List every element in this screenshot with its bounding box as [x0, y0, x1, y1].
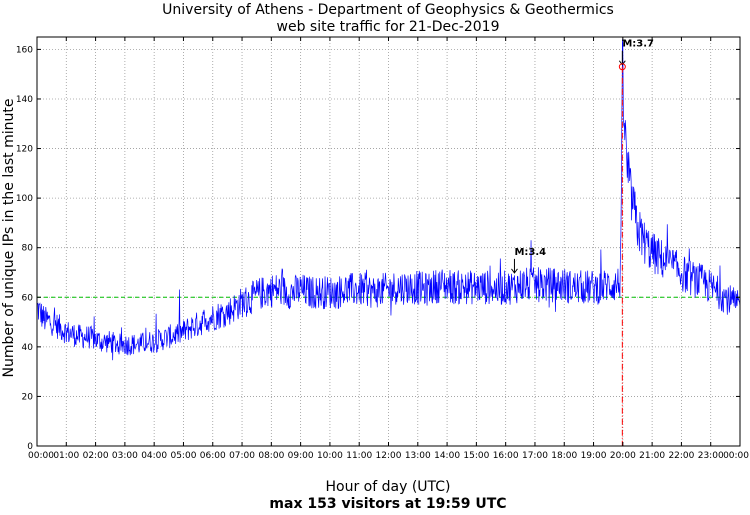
x-tick-label: 17:00 — [522, 451, 548, 461]
y-tick-label: 60 — [22, 293, 34, 303]
y-tick-label: 100 — [16, 194, 33, 204]
x-tick-label: 19:00 — [581, 451, 607, 461]
x-tick-label: 02:00 — [83, 451, 109, 461]
grid — [37, 37, 740, 446]
x-tick-label: 00:00 — [723, 451, 749, 461]
y-tick-label: 80 — [22, 244, 34, 254]
event-peak-marker — [618, 63, 626, 71]
event-label: M:3.4 — [514, 247, 546, 258]
x-tick-label: 15:00 — [463, 451, 489, 461]
y-tick-label: 120 — [16, 145, 33, 155]
x-tick-label: 12:00 — [376, 451, 402, 461]
x-tick-label: 00:00 — [28, 451, 54, 461]
y-axis-label: Number of unique IPs in the last minute — [1, 99, 17, 378]
series-line-1 — [36, 39, 741, 361]
x-tick-label: 09:00 — [288, 451, 314, 461]
x-tick-label: 22:00 — [668, 451, 694, 461]
x-tick-label: 23:00 — [698, 451, 724, 461]
series-group — [36, 39, 741, 361]
y-tick-label: 160 — [16, 45, 33, 55]
event-label: M:3.7 — [622, 39, 654, 50]
event-arrow-head — [511, 268, 518, 274]
y-ticks: 0 20 40 60 80 100 120 140 160 — [16, 45, 740, 452]
max-visitors-note: max 153 visitors at 19:59 UTC — [269, 496, 506, 511]
x-tick-label: 11:00 — [346, 451, 372, 461]
x-tick-label: 13:00 — [405, 451, 431, 461]
chart-title: University of Athens - Department of Geo… — [162, 2, 614, 35]
x-tick-label: 14:00 — [434, 451, 460, 461]
x-tick-label: 18:00 — [551, 451, 577, 461]
y-tick-label: 140 — [16, 95, 33, 105]
chart-title-line-1: University of Athens - Department of Geo… — [162, 2, 614, 18]
x-tick-label: 21:00 — [639, 451, 665, 461]
x-tick-label: 07:00 — [229, 451, 255, 461]
x-tick-label: 08:00 — [258, 451, 284, 461]
y-tick-label: 0 — [27, 442, 33, 452]
annotations: M:3.4 M:3.7 — [511, 39, 654, 274]
x-tick-label: 05:00 — [170, 451, 196, 461]
y-tick-label: 20 — [22, 392, 34, 402]
x-ticks: 00:00 01:00 02:00 03:00 04:00 05:00 06:00 07:00… — [28, 37, 749, 461]
chart-title-line-2: web site traffic for 21-Dec-2019 — [277, 19, 500, 35]
event-arrow-head — [618, 60, 626, 66]
x-tick-label: 03:00 — [112, 451, 138, 461]
x-tick-label: 04:00 — [141, 451, 167, 461]
x-tick-label: 20:00 — [610, 451, 636, 461]
x-axis-label: Hour of day (UTC) — [326, 479, 451, 495]
x-tick-label: 06:00 — [200, 451, 226, 461]
y-tick-label: 40 — [22, 343, 34, 353]
x-tick-label: 10:00 — [317, 451, 343, 461]
x-tick-label: 01:00 — [53, 451, 79, 461]
x-tick-label: 16:00 — [493, 451, 519, 461]
